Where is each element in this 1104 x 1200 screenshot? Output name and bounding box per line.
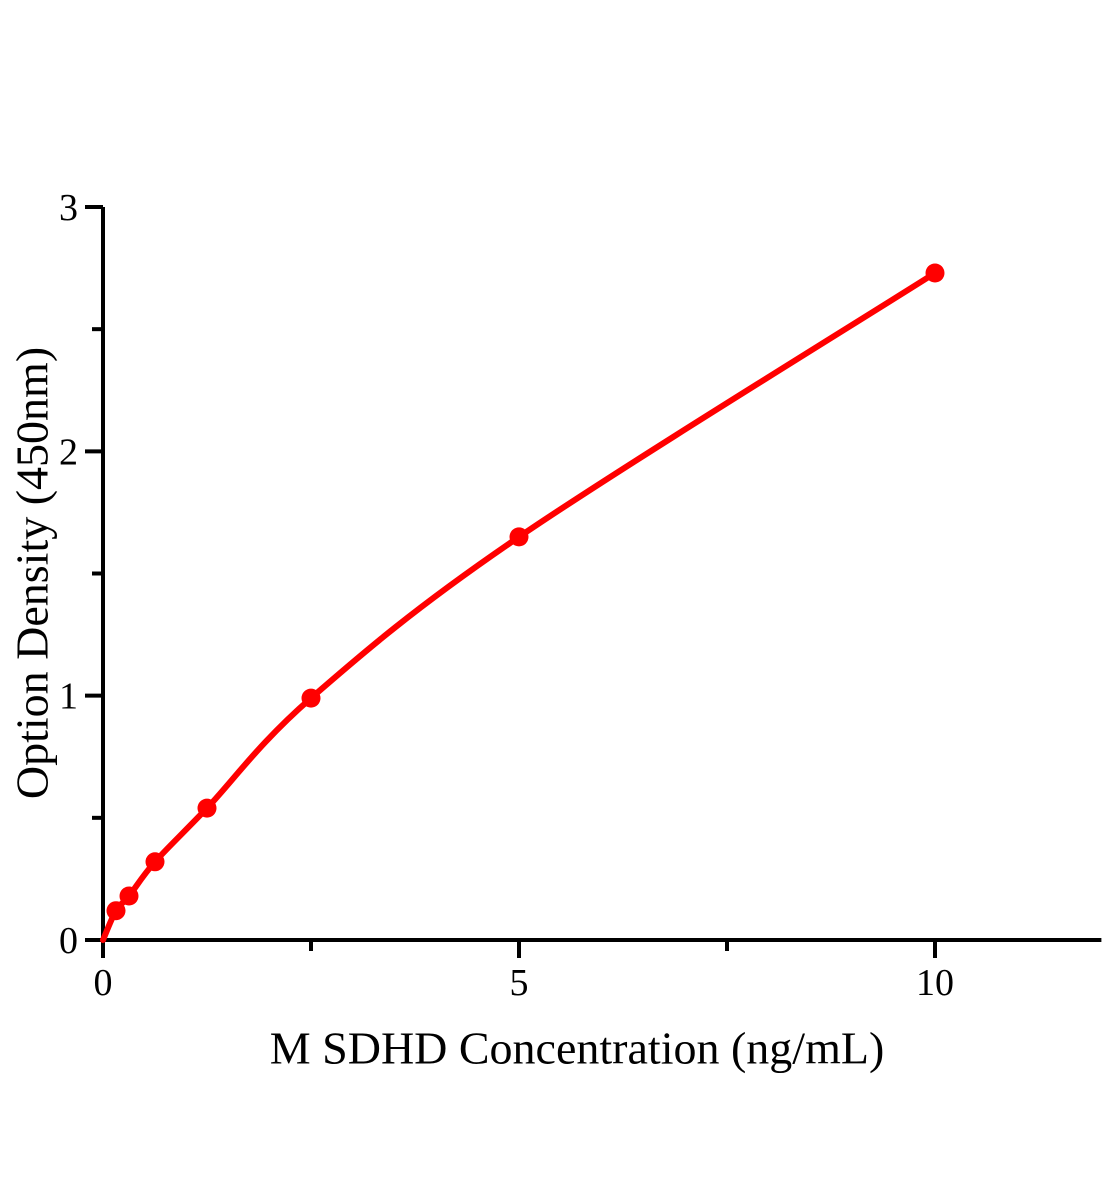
y-axis-title: Option Density (450nm)	[6, 346, 58, 800]
x-tick-label: 10	[916, 962, 954, 1004]
x-axis-title: M SDHD Concentration (ng/mL)	[269, 1022, 885, 1074]
data-point	[106, 901, 126, 921]
data-point	[509, 527, 529, 547]
y-tick-label: 1	[59, 676, 78, 718]
y-tick-label: 2	[59, 431, 78, 473]
y-tick-label: 0	[59, 920, 78, 962]
data-point	[197, 798, 217, 818]
x-tick-label: 5	[510, 962, 529, 1004]
fit-curve	[100, 270, 938, 943]
x-tick-label: 0	[94, 962, 113, 1004]
data-point	[145, 852, 165, 872]
data-point	[301, 688, 321, 708]
data-point	[925, 263, 945, 283]
data-point	[119, 886, 139, 906]
y-tick-label: 3	[59, 187, 78, 229]
